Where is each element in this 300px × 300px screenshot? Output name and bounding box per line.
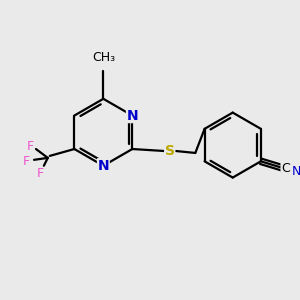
Text: S: S (165, 144, 175, 158)
Text: N: N (98, 159, 109, 173)
Text: F: F (26, 140, 34, 153)
Text: F: F (22, 155, 30, 168)
Text: C: C (281, 162, 290, 175)
Text: N: N (127, 109, 138, 123)
Text: CH₃: CH₃ (92, 51, 115, 64)
Text: F: F (36, 167, 43, 180)
Text: N: N (292, 165, 300, 178)
